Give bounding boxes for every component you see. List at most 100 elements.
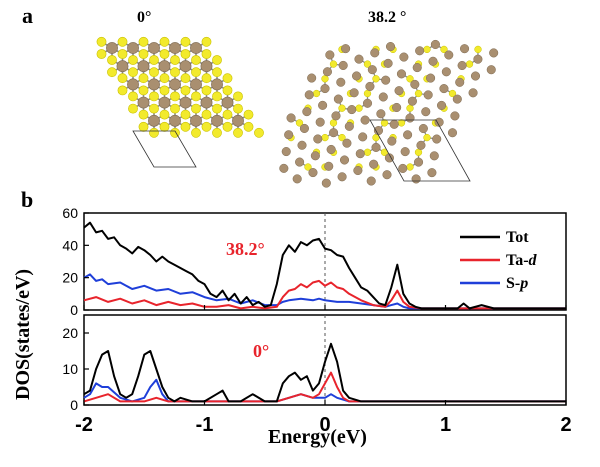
sulfur-atom bbox=[212, 127, 222, 138]
y-tick-label: 10 bbox=[62, 361, 78, 377]
crystal-structure-38deg bbox=[279, 39, 499, 188]
tantalum-atom bbox=[365, 81, 375, 92]
sulfur-atom bbox=[180, 109, 191, 120]
sulfur-atom bbox=[363, 89, 372, 98]
legend: Tot Ta-d S-p bbox=[460, 229, 538, 292]
tantalum-atom bbox=[338, 60, 348, 70]
tantalum-atom bbox=[371, 142, 381, 152]
sulfur-atom bbox=[222, 85, 233, 96]
tantalum-atom bbox=[410, 79, 420, 89]
sulfur-atom bbox=[243, 109, 254, 120]
tantalum-atom bbox=[284, 130, 294, 140]
tantalum-atom bbox=[387, 136, 397, 146]
tantalum-atom bbox=[436, 100, 447, 110]
sulfur-atom bbox=[149, 55, 159, 65]
left-structure-angle: 0° bbox=[137, 9, 151, 26]
tantalum-atom bbox=[320, 83, 330, 94]
y-tick-label: 60 bbox=[62, 205, 78, 221]
sulfur-atom bbox=[254, 127, 264, 138]
tantalum-atom bbox=[355, 149, 365, 159]
sulfur-atom bbox=[212, 67, 222, 78]
y-tick-label: 40 bbox=[62, 237, 78, 253]
sulfur-atom bbox=[201, 49, 212, 59]
tantalum-atom bbox=[158, 60, 171, 73]
tantalum-atom bbox=[137, 60, 150, 73]
sulfur-atom bbox=[170, 103, 180, 114]
sulfur-atom bbox=[295, 119, 304, 127]
sulfur-atom bbox=[212, 103, 222, 114]
tantalum-atom bbox=[179, 60, 192, 73]
tantalum-atom bbox=[418, 123, 428, 134]
tantalum-atom bbox=[148, 114, 160, 127]
sulfur-atom bbox=[149, 91, 159, 102]
x-axis-title: Energy(eV) bbox=[268, 426, 367, 448]
tantalum-atom bbox=[427, 168, 437, 178]
legend-sp-label: S-p bbox=[506, 275, 528, 292]
tantalum-atom bbox=[367, 65, 377, 75]
tantalum-atom bbox=[358, 132, 368, 142]
sulfur-atom bbox=[170, 67, 180, 78]
tantalum-atom bbox=[286, 113, 296, 123]
tantalum-atom bbox=[325, 50, 335, 60]
sulfur-atom bbox=[201, 121, 212, 132]
sulfur-atom bbox=[180, 36, 191, 47]
x-tick-label: -1 bbox=[196, 414, 214, 436]
sulfur-atom bbox=[222, 121, 233, 132]
sulfur-atom bbox=[423, 133, 431, 142]
tantalum-atom bbox=[429, 151, 439, 161]
tantalum-atom bbox=[381, 75, 391, 85]
tantalum-atom bbox=[342, 138, 352, 148]
sulfur-atom bbox=[159, 121, 170, 132]
sulfur-atom bbox=[414, 89, 423, 98]
panel-a-label: a bbox=[22, 3, 33, 28]
sulfur-atom bbox=[191, 67, 201, 78]
sulfur-atom bbox=[128, 67, 138, 78]
crystal-structure-0deg bbox=[96, 36, 264, 168]
tantalum-atom bbox=[297, 140, 307, 150]
sulfur-atom bbox=[138, 36, 149, 47]
tantalum-atom bbox=[366, 176, 376, 186]
sulfur-atom bbox=[201, 36, 212, 47]
x-tick-label: -2 bbox=[75, 414, 93, 436]
panel-b-label: b bbox=[21, 187, 33, 212]
tantalum-atom bbox=[169, 114, 181, 127]
sulfur-atom bbox=[107, 67, 117, 78]
tantalum-atom bbox=[434, 117, 444, 127]
sulfur-atom bbox=[180, 73, 191, 84]
legend-tot-label: Tot bbox=[506, 229, 529, 246]
tantalum-atom bbox=[439, 84, 449, 94]
tantalum-atom bbox=[354, 54, 364, 64]
sulfur-atom bbox=[312, 89, 321, 98]
sulfur-atom bbox=[117, 85, 128, 96]
sulfur-atom bbox=[233, 103, 243, 114]
tantalum-atom bbox=[385, 41, 396, 52]
sulfur-atom bbox=[149, 127, 159, 138]
series-line-tad bbox=[83, 279, 566, 310]
sulfur-atom bbox=[159, 85, 170, 96]
tantalum-atom bbox=[452, 94, 462, 104]
tantalum-atom bbox=[329, 128, 339, 138]
sulfur-atom bbox=[180, 121, 191, 132]
tantalum-atom bbox=[349, 88, 359, 98]
tantalum-atom bbox=[127, 42, 139, 54]
sulfur-atom bbox=[222, 109, 233, 120]
sulfur-atom bbox=[233, 91, 243, 102]
sulfur-atom bbox=[138, 49, 149, 59]
tantalum-atom bbox=[127, 78, 139, 91]
sulfur-atom bbox=[191, 55, 201, 65]
sulfur-atom bbox=[170, 55, 180, 65]
tantalum-atom bbox=[426, 73, 436, 83]
y-tick-label: 0 bbox=[70, 302, 78, 318]
tantalum-atom bbox=[322, 67, 332, 77]
tantalum-atom bbox=[304, 90, 314, 100]
tantalum-atom bbox=[360, 115, 370, 125]
sulfur-atom bbox=[138, 121, 149, 132]
tantalum-atom bbox=[337, 172, 347, 182]
sulfur-atom bbox=[96, 36, 107, 47]
sulfur-atom bbox=[321, 75, 329, 83]
tantalum-atom bbox=[148, 78, 160, 91]
sulfur-atom bbox=[448, 89, 457, 98]
tantalum-atom bbox=[384, 153, 394, 163]
tantalum-atom bbox=[336, 77, 346, 87]
